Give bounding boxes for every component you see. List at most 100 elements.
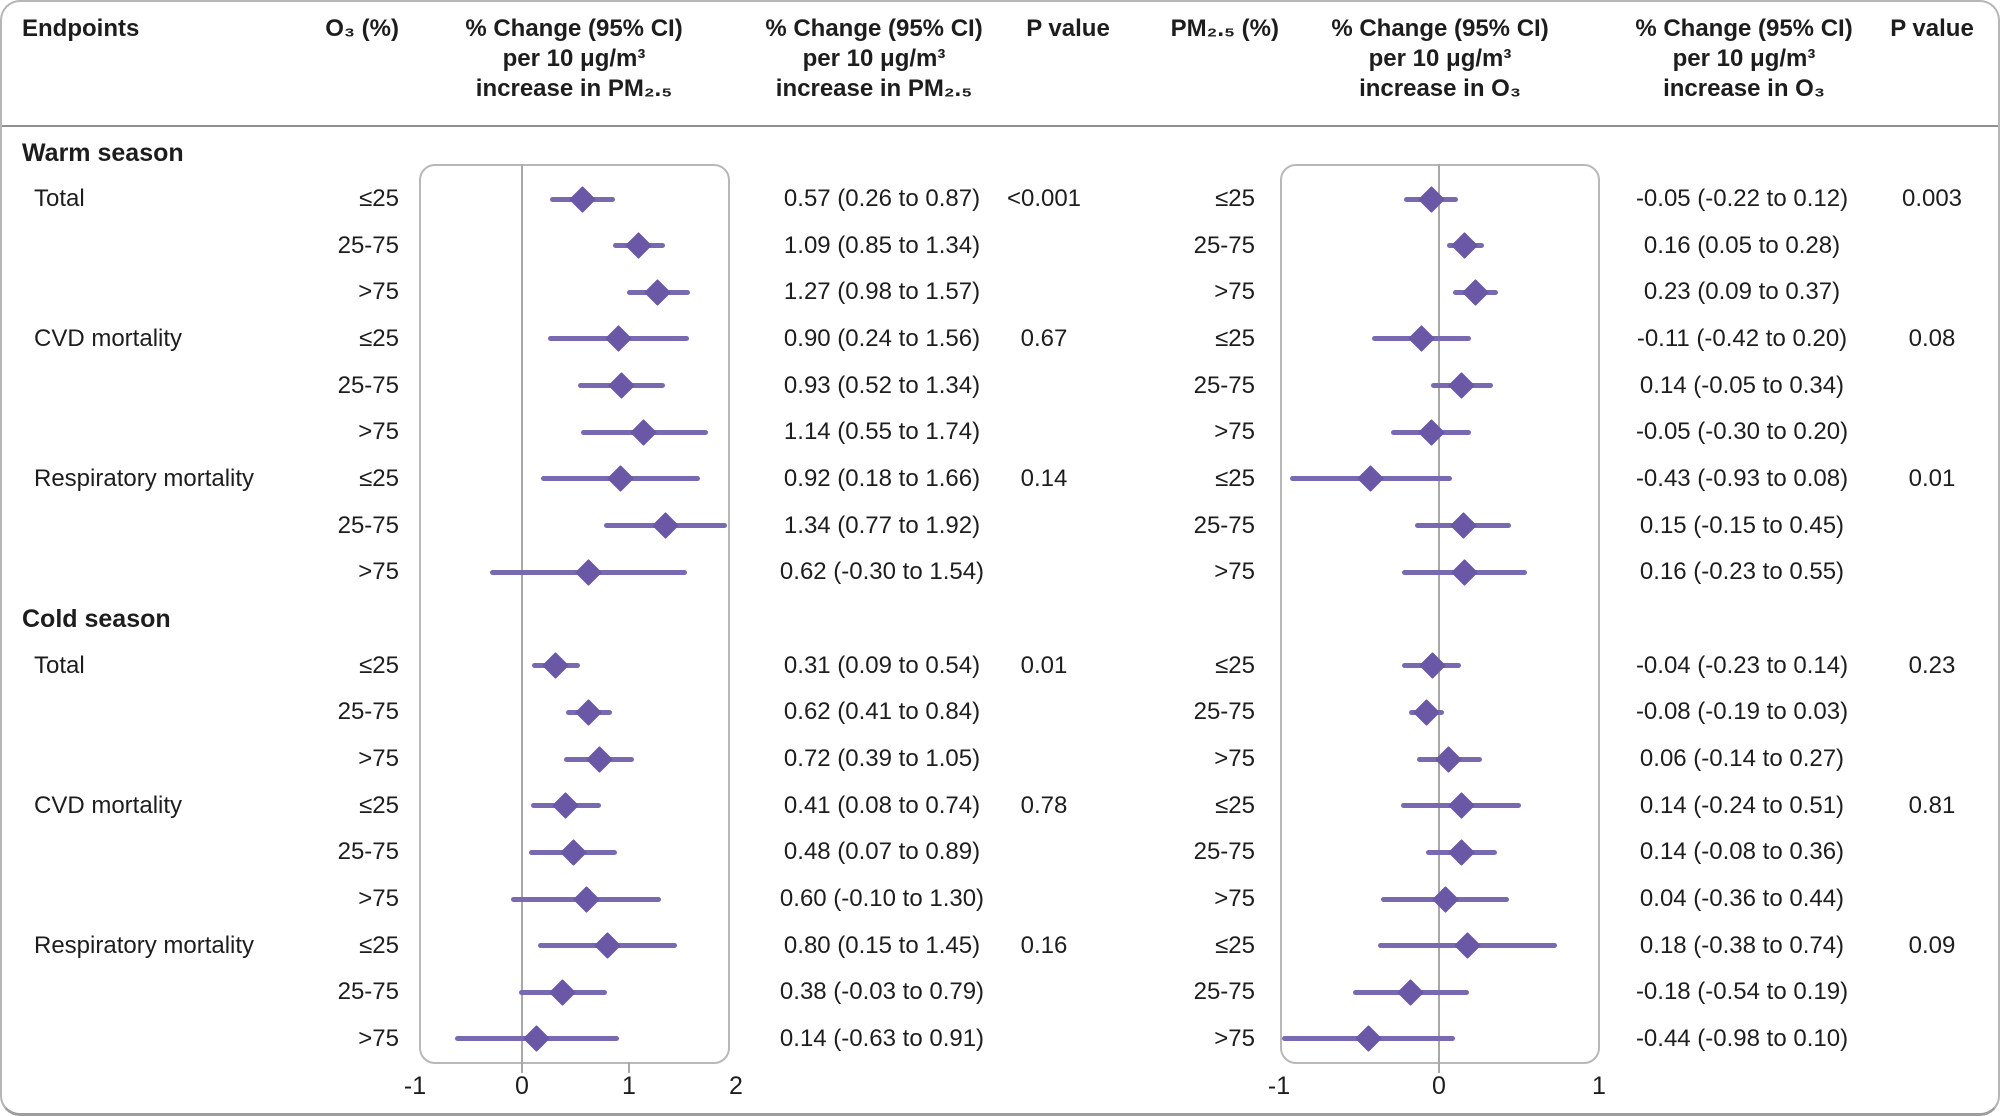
estimate-ci-text: 1.27 (0.98 to 1.57): [783, 278, 981, 306]
pm25-percentile-label: ≤25: [1215, 791, 1255, 819]
o3-percentile-label: 25-75: [337, 231, 399, 259]
estimate-ci-text: 0.31 (0.09 to 0.54): [783, 651, 981, 679]
p-value-text: 0.14: [1020, 464, 1068, 492]
column-header-right-estimates: % Change (95% CI) per 10 μg/m³ increase …: [1635, 15, 1853, 102]
column-header-right-plot: % Change (95% CI) per 10 μg/m³ increase …: [1331, 15, 1549, 102]
pm25-percentile-label: >75: [1214, 558, 1255, 586]
column-header-left-plot: % Change (95% CI) per 10 μg/m³ increase …: [465, 15, 683, 102]
p-value-text: <0.001: [1006, 185, 1082, 212]
endpoint-label: Respiratory mortality: [34, 931, 255, 959]
p-value-text: 0.81: [1908, 791, 1956, 819]
estimate-ci-text: 1.34 (0.77 to 1.92): [783, 511, 981, 539]
o3-percentile-label: 25-75: [337, 511, 399, 539]
o3-percentile-label: >75: [358, 745, 399, 773]
o3-percentile-label: ≤25: [359, 185, 399, 212]
endpoint-label: Respiratory mortality: [34, 464, 255, 492]
x-axis-tick: [1438, 1062, 1440, 1073]
pm25-percentile-label: >75: [1214, 1024, 1255, 1052]
pm25-percentile-label: ≤25: [1215, 185, 1255, 212]
pm25-percentile-label: ≤25: [1215, 464, 1255, 492]
o3-percentile-label: 25-75: [337, 371, 399, 399]
o3-percentile-label: >75: [358, 1024, 399, 1052]
p-value-text: 0.01: [1020, 651, 1068, 679]
o3-percentile-label: >75: [358, 278, 399, 306]
o3-percentile-label: 25-75: [337, 978, 399, 1006]
estimate-ci-text: -0.18 (-0.54 to 0.19): [1635, 978, 1849, 1006]
estimate-ci-text: 0.62 (0.41 to 0.84): [783, 698, 981, 726]
right-zero-reference-line: [1438, 164, 1440, 1064]
endpoint-label: Total: [34, 185, 85, 212]
p-value-text: 0.01: [1908, 464, 1956, 492]
pm25-percentile-label: 25-75: [1193, 511, 1255, 539]
column-header-endpoints: Endpoints: [22, 15, 140, 42]
o3-percentile-label: >75: [358, 418, 399, 446]
x-axis-tick-label: 0: [515, 1072, 529, 1100]
o3-percentile-label: ≤25: [359, 464, 399, 492]
pm25-percentile-label: 25-75: [1193, 371, 1255, 399]
x-axis-tick-label: -1: [403, 1072, 427, 1100]
column-header-p-value-right: P value: [1890, 15, 1974, 42]
estimate-ci-text: 0.80 (0.15 to 1.45): [783, 931, 981, 959]
section-label: Cold season: [22, 605, 171, 633]
p-value-text: 0.78: [1020, 791, 1068, 819]
estimate-ci-text: -0.08 (-0.19 to 0.03): [1635, 698, 1849, 726]
o3-percentile-label: >75: [358, 558, 399, 586]
x-axis-tick-label: 0: [1432, 1072, 1446, 1100]
o3-percentile-label: >75: [358, 885, 399, 912]
o3-percentile-label: 25-75: [337, 838, 399, 866]
estimate-ci-text: 0.60 (-0.10 to 1.30): [779, 885, 985, 912]
estimate-ci-text: 0.48 (0.07 to 0.89): [783, 838, 981, 866]
o3-percentile-label: ≤25: [359, 791, 399, 819]
p-value-text: 0.16: [1020, 931, 1068, 959]
header-divider-line: [2, 125, 1998, 127]
pm25-percentile-label: ≤25: [1215, 324, 1255, 352]
o3-percentile-label: 25-75: [337, 698, 399, 726]
estimate-ci-text: 0.16 (0.05 to 0.28): [1643, 231, 1841, 259]
estimate-ci-text: 0.14 (-0.63 to 0.91): [779, 1024, 985, 1052]
estimate-ci-text: 0.92 (0.18 to 1.66): [783, 464, 981, 492]
p-value-text: 0.003: [1901, 185, 1963, 212]
estimate-ci-text: 0.04 (-0.36 to 0.44): [1639, 885, 1845, 912]
column-header-p-value-left: P value: [1026, 15, 1110, 42]
section-label: Warm season: [22, 138, 184, 167]
estimate-ci-text: 0.38 (-0.03 to 0.79): [779, 978, 985, 1006]
pm25-percentile-label: >75: [1214, 418, 1255, 446]
estimate-ci-text: 0.57 (0.26 to 0.87): [783, 185, 981, 212]
estimate-ci-text: -0.05 (-0.30 to 0.20): [1635, 418, 1849, 446]
p-value-text: 0.67: [1020, 324, 1068, 352]
left-zero-reference-line: [521, 164, 523, 1064]
x-axis-tick-label: 1: [622, 1072, 636, 1100]
pm25-percentile-label: 25-75: [1193, 838, 1255, 866]
pm25-percentile-label: ≤25: [1215, 651, 1255, 679]
estimate-ci-text: 0.41 (0.08 to 0.74): [783, 791, 981, 819]
estimate-ci-text: 0.90 (0.24 to 1.56): [783, 324, 981, 352]
endpoint-label: CVD mortality: [34, 791, 183, 819]
estimate-ci-text: 0.14 (-0.08 to 0.36): [1639, 838, 1845, 866]
estimate-ci-text: 0.14 (-0.24 to 0.51): [1639, 791, 1845, 819]
column-header-pm25-percentile: PM₂.₅ (%): [1170, 15, 1279, 42]
estimate-ci-text: 1.14 (0.55 to 1.74): [783, 418, 981, 446]
x-axis-tick-label: 1: [1592, 1072, 1606, 1100]
pm25-percentile-label: 25-75: [1193, 698, 1255, 726]
estimate-ci-text: -0.04 (-0.23 to 0.14): [1635, 651, 1849, 679]
p-value-text: 0.09: [1908, 931, 1956, 959]
x-axis-tick: [521, 1062, 523, 1073]
o3-percentile-label: ≤25: [359, 651, 399, 679]
estimate-ci-text: 0.62 (-0.30 to 1.54): [779, 558, 985, 586]
estimate-ci-text: 0.18 (-0.38 to 0.74): [1639, 931, 1845, 959]
estimate-ci-text: -0.43 (-0.93 to 0.08): [1635, 464, 1849, 492]
estimate-ci-text: -0.05 (-0.22 to 0.12): [1635, 185, 1849, 212]
p-value-text: 0.23: [1908, 651, 1956, 679]
endpoint-label: CVD mortality: [34, 324, 183, 352]
estimate-ci-text: -0.44 (-0.98 to 0.10): [1635, 1024, 1849, 1052]
estimate-ci-text: 0.06 (-0.14 to 0.27): [1639, 745, 1845, 773]
o3-percentile-label: ≤25: [359, 931, 399, 959]
estimate-ci-text: 0.23 (0.09 to 0.37): [1643, 278, 1841, 306]
pm25-percentile-label: ≤25: [1215, 931, 1255, 959]
pm25-percentile-label: >75: [1214, 885, 1255, 912]
estimate-ci-text: 1.09 (0.85 to 1.34): [783, 231, 981, 259]
column-header-o3-percentile: O₃ (%): [325, 15, 399, 42]
x-axis-tick-label: -1: [1267, 1072, 1291, 1100]
column-header-left-estimates: % Change (95% CI) per 10 μg/m³ increase …: [765, 15, 983, 102]
